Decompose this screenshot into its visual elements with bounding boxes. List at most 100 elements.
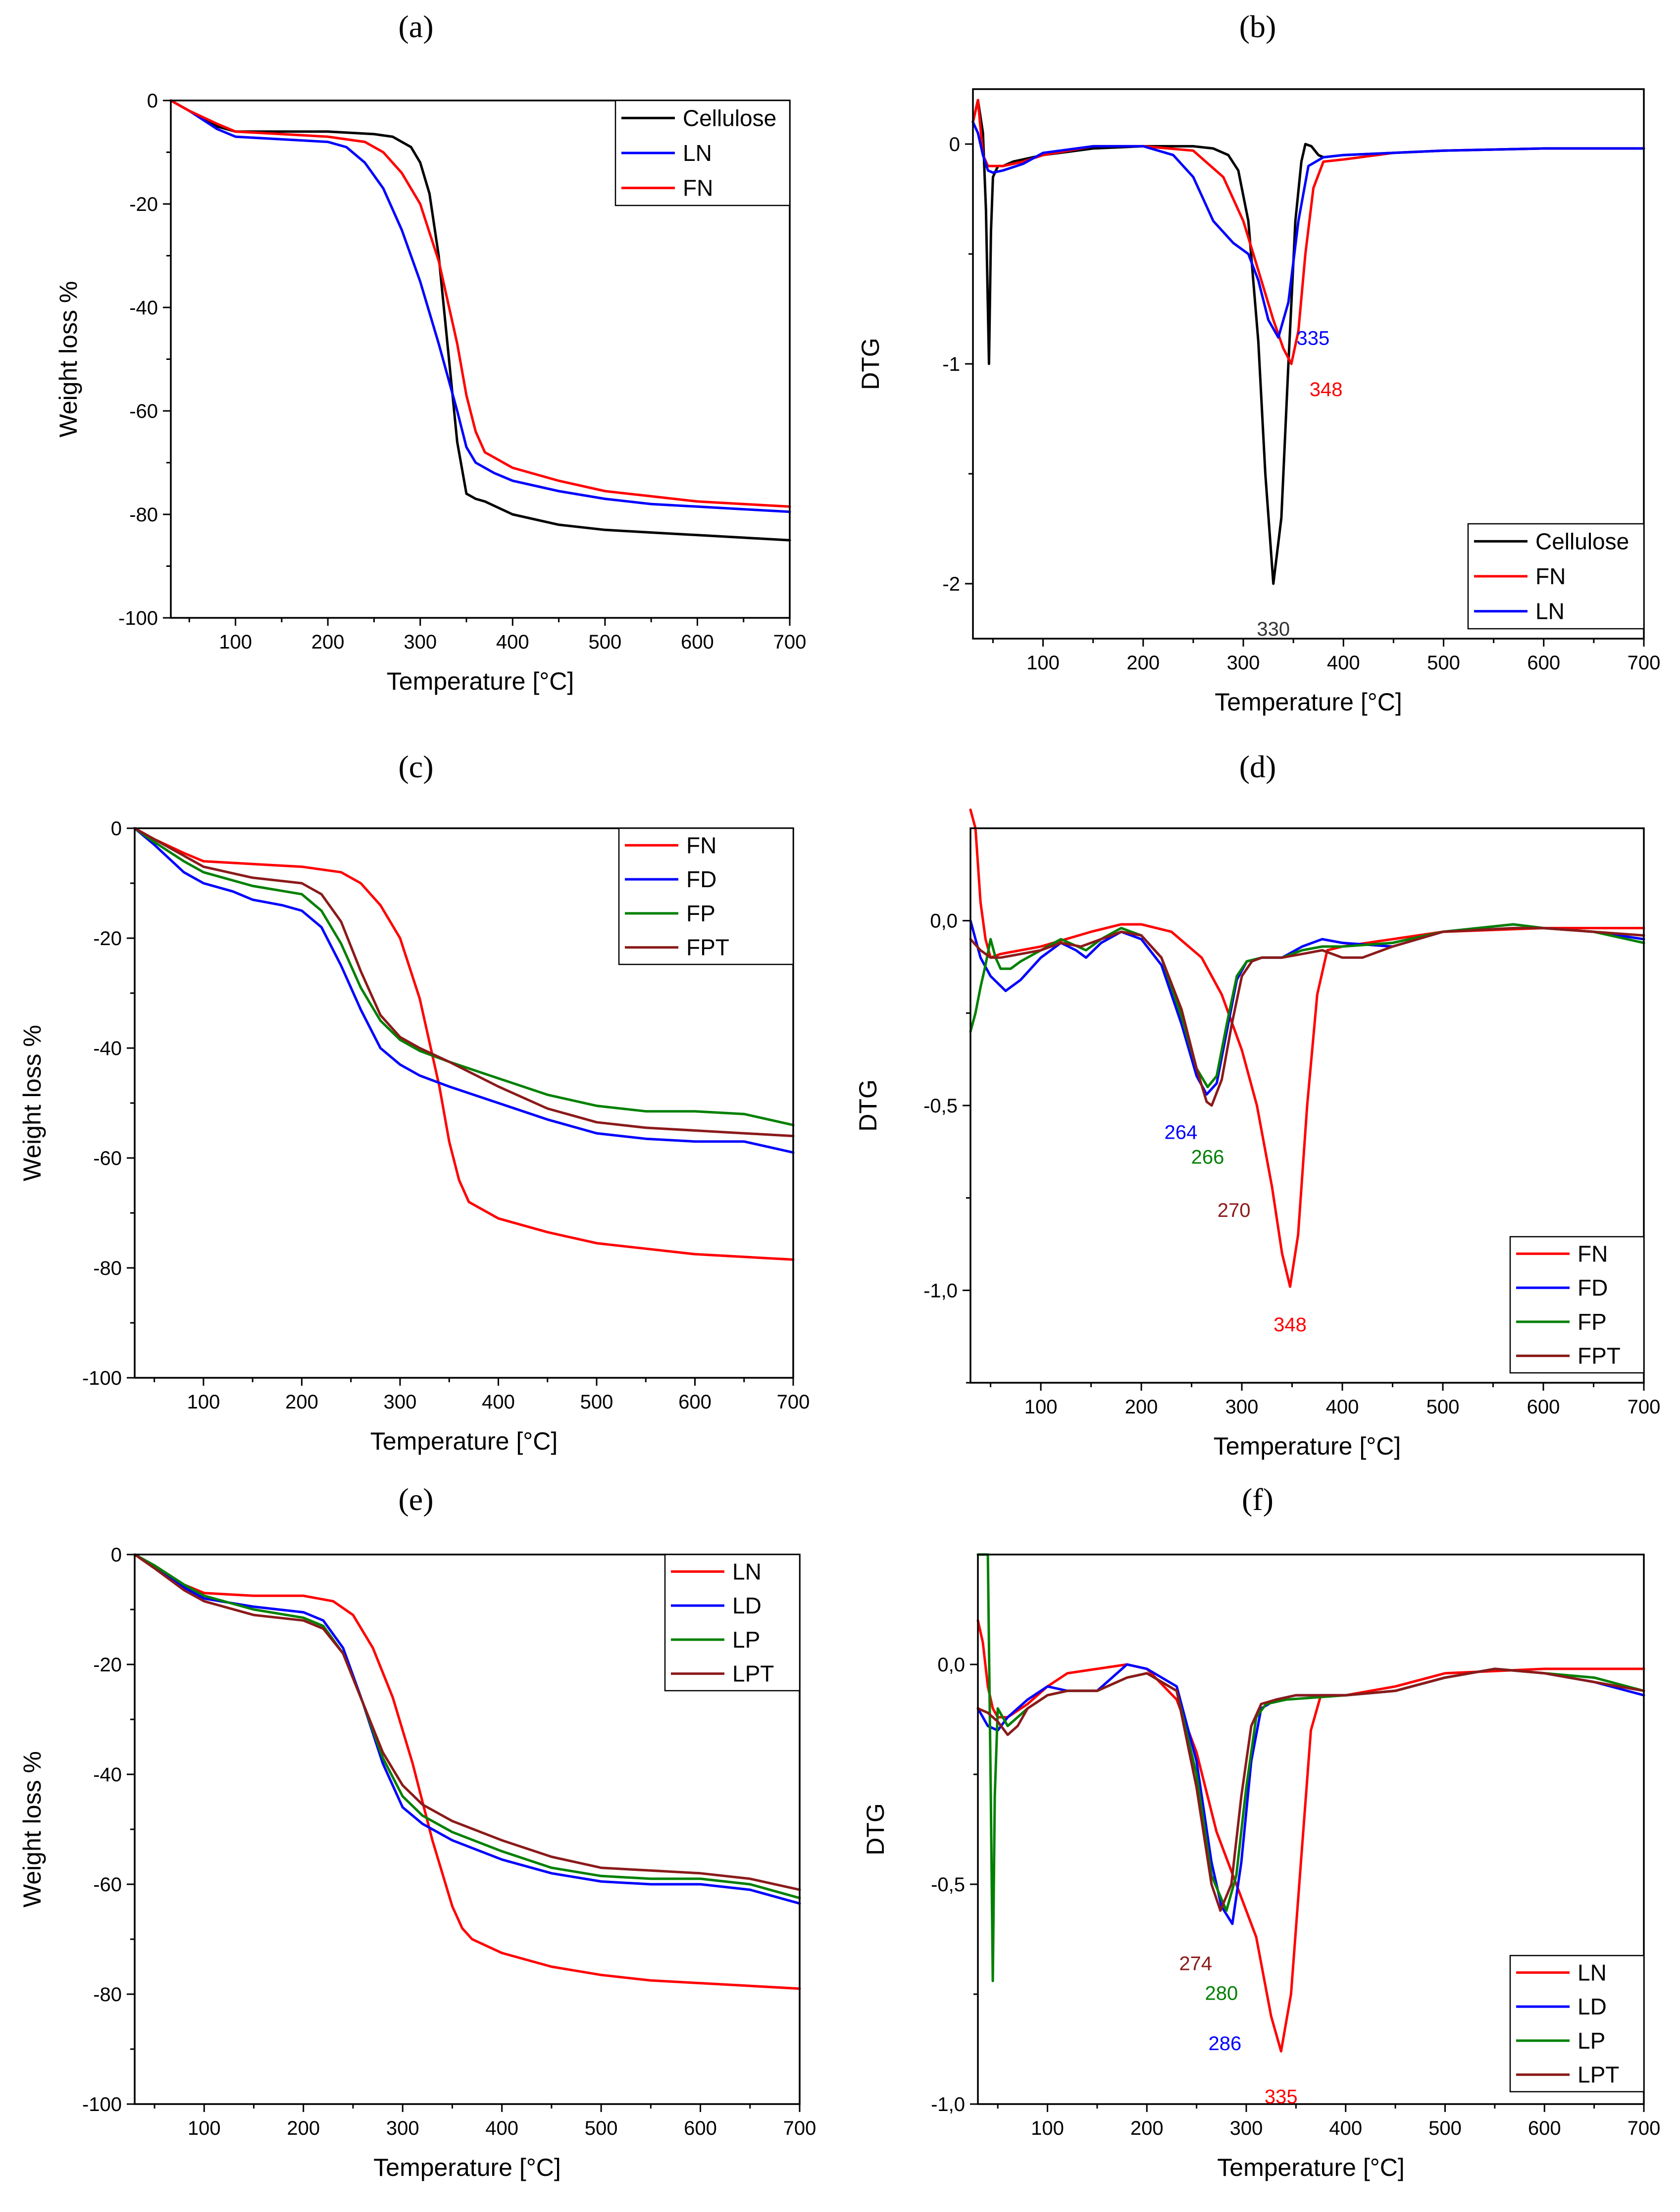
x-axis-title: Temperature [°C] — [373, 2154, 560, 2181]
legend-box — [664, 1554, 801, 1692]
x-tick-label: 500 — [1428, 2117, 1462, 2139]
series-line-ln — [971, 121, 1645, 339]
legend-label: FD — [1578, 1275, 1608, 1301]
x-tick-label: 600 — [681, 631, 714, 653]
x-tick-label: 500 — [1426, 1396, 1460, 1418]
panel-label: (a) — [398, 9, 433, 44]
y-axis-title: DTG — [857, 338, 884, 390]
y-tick-label: -20 — [93, 928, 122, 950]
x-tick-label: 700 — [1628, 652, 1661, 674]
y-tick-label: -20 — [129, 194, 158, 215]
chart-panel-a: (a) 100 200 300 400 500 600 700 0 -20 -40 -60 -80 -10… — [54, 9, 806, 695]
series-line-fn — [133, 827, 795, 1261]
x-tick-label: 200 — [1126, 652, 1160, 674]
x-tick-label: 400 — [482, 1391, 515, 1413]
peak-annotation: 274 — [1179, 1953, 1212, 1974]
series-line-lpt — [133, 1553, 801, 1891]
peak-annotation: 335 — [1296, 328, 1329, 350]
series-line-fn — [169, 99, 791, 508]
series-line-cellulose — [971, 99, 1645, 585]
x-tick-label: 500 — [588, 631, 621, 653]
y-tick-label: -60 — [93, 1874, 122, 1896]
series-line-fn — [969, 808, 1645, 1288]
x-tick-label: 300 — [386, 2117, 419, 2139]
x-tick-label: 700 — [777, 1391, 810, 1413]
series-line-fd — [969, 919, 1645, 1096]
legend: Cellulose LN FN — [614, 100, 791, 206]
chart-panel-b: (b) 100 200 300 400 500 600 700 0 -1 -2 Temperature… — [857, 9, 1660, 716]
legend-label: FP — [1578, 1309, 1607, 1335]
series-line-fpt — [133, 827, 795, 1138]
series-line-ld — [133, 1553, 801, 1905]
legend: Cellulose FN LN — [1467, 523, 1645, 630]
x-tick-label: 100 — [1026, 652, 1060, 674]
panel-label: (c) — [398, 749, 433, 784]
y-tick-label: -2 — [942, 573, 960, 595]
x-axis-title: Temperature [°C] — [1215, 688, 1402, 716]
chart-panel-c: (c) 100 200 300 400 500 600 700 0 -20 -40 -60 -80 -10… — [18, 749, 810, 1455]
y-axis-title: DTG — [854, 1079, 882, 1132]
peak-annotation: 286 — [1209, 2033, 1242, 2055]
x-tick-label: 500 — [585, 2117, 618, 2139]
panel-label: (e) — [398, 1482, 433, 1517]
panel-label: (d) — [1239, 749, 1276, 784]
y-tick-label: 0 — [111, 1544, 122, 1566]
legend-label: FN — [1535, 563, 1566, 589]
series-line-ld — [976, 1663, 1645, 1925]
x-tick-label: 600 — [1527, 1396, 1560, 1418]
legend-label: FD — [686, 866, 716, 892]
x-axis-title: Temperature [°C] — [387, 667, 574, 695]
legend-label: LN — [683, 140, 712, 166]
y-tick-label: 0,0 — [930, 910, 958, 932]
legend: FN FD FP FPT — [1509, 1236, 1645, 1374]
x-tick-label: 700 — [783, 2117, 816, 2139]
y-tick-label: -60 — [93, 1148, 122, 1169]
series-line-lp — [976, 1553, 1645, 1982]
y-tick-label: 0 — [111, 818, 122, 840]
x-axis-title: Temperature [°C] — [1217, 2154, 1404, 2181]
peak-annotation: 270 — [1218, 1200, 1251, 1221]
x-tick-label: 600 — [678, 1391, 712, 1413]
y-tick-label: -100 — [82, 2094, 122, 2115]
x-tick-label: 300 — [1225, 1396, 1259, 1418]
legend-label: LN — [732, 1558, 762, 1584]
y-tick-label: -80 — [93, 1984, 122, 2006]
legend-label: LD — [732, 1593, 762, 1618]
x-tick-label: 300 — [1230, 2117, 1263, 2139]
legend-label: Cellulose — [1535, 528, 1629, 554]
legend-label: FN — [1578, 1241, 1608, 1266]
x-tick-label: 700 — [1628, 2117, 1661, 2139]
y-tick-label: -1,0 — [931, 2094, 965, 2115]
legend-label: FN — [686, 832, 716, 858]
legend-label: LP — [732, 1627, 760, 1653]
x-tick-label: 300 — [1227, 652, 1260, 674]
series-line-lpt — [976, 1667, 1645, 1912]
x-tick-label: 400 — [1329, 2117, 1362, 2139]
series-line-cellulose — [169, 99, 791, 542]
x-tick-label: 200 — [285, 1391, 318, 1413]
peak-annotation: 335 — [1265, 2086, 1298, 2108]
chart-panel-e: (e) 100 200 300 400 500 600 700 0 -20 -40 -60 -80 -10… — [18, 1482, 816, 2181]
x-tick-label: 100 — [187, 1391, 220, 1413]
legend-box — [1509, 1236, 1645, 1374]
y-tick-label: 0 — [949, 134, 960, 155]
y-tick-label: -60 — [129, 401, 158, 422]
legend-box — [618, 827, 794, 965]
x-tick-label: 200 — [1125, 1396, 1158, 1418]
legend-label: FPT — [686, 935, 729, 960]
x-tick-label: 100 — [188, 2117, 221, 2139]
panel-label: (b) — [1239, 9, 1276, 44]
legend: LN LD LP LPT — [664, 1554, 801, 1692]
legend-label: FPT — [1578, 1343, 1621, 1369]
y-axis-title: Weight loss % — [18, 1751, 46, 1908]
legend: FN FD FP FPT — [618, 827, 794, 965]
plot-frame — [977, 1554, 1645, 2105]
x-tick-label: 600 — [684, 2117, 717, 2139]
y-tick-label: -40 — [93, 1038, 122, 1059]
x-tick-label: 500 — [1427, 652, 1460, 674]
peak-annotation: 348 — [1273, 1314, 1307, 1336]
legend-label: LP — [1578, 2028, 1605, 2054]
chart-panel-d: (d) 100 200 300 400 500 600 700 0,0 -0,5 -1,0 Tempe… — [854, 749, 1660, 1460]
legend-label: LPT — [1578, 2062, 1619, 2088]
peak-annotation: 264 — [1165, 1122, 1198, 1144]
